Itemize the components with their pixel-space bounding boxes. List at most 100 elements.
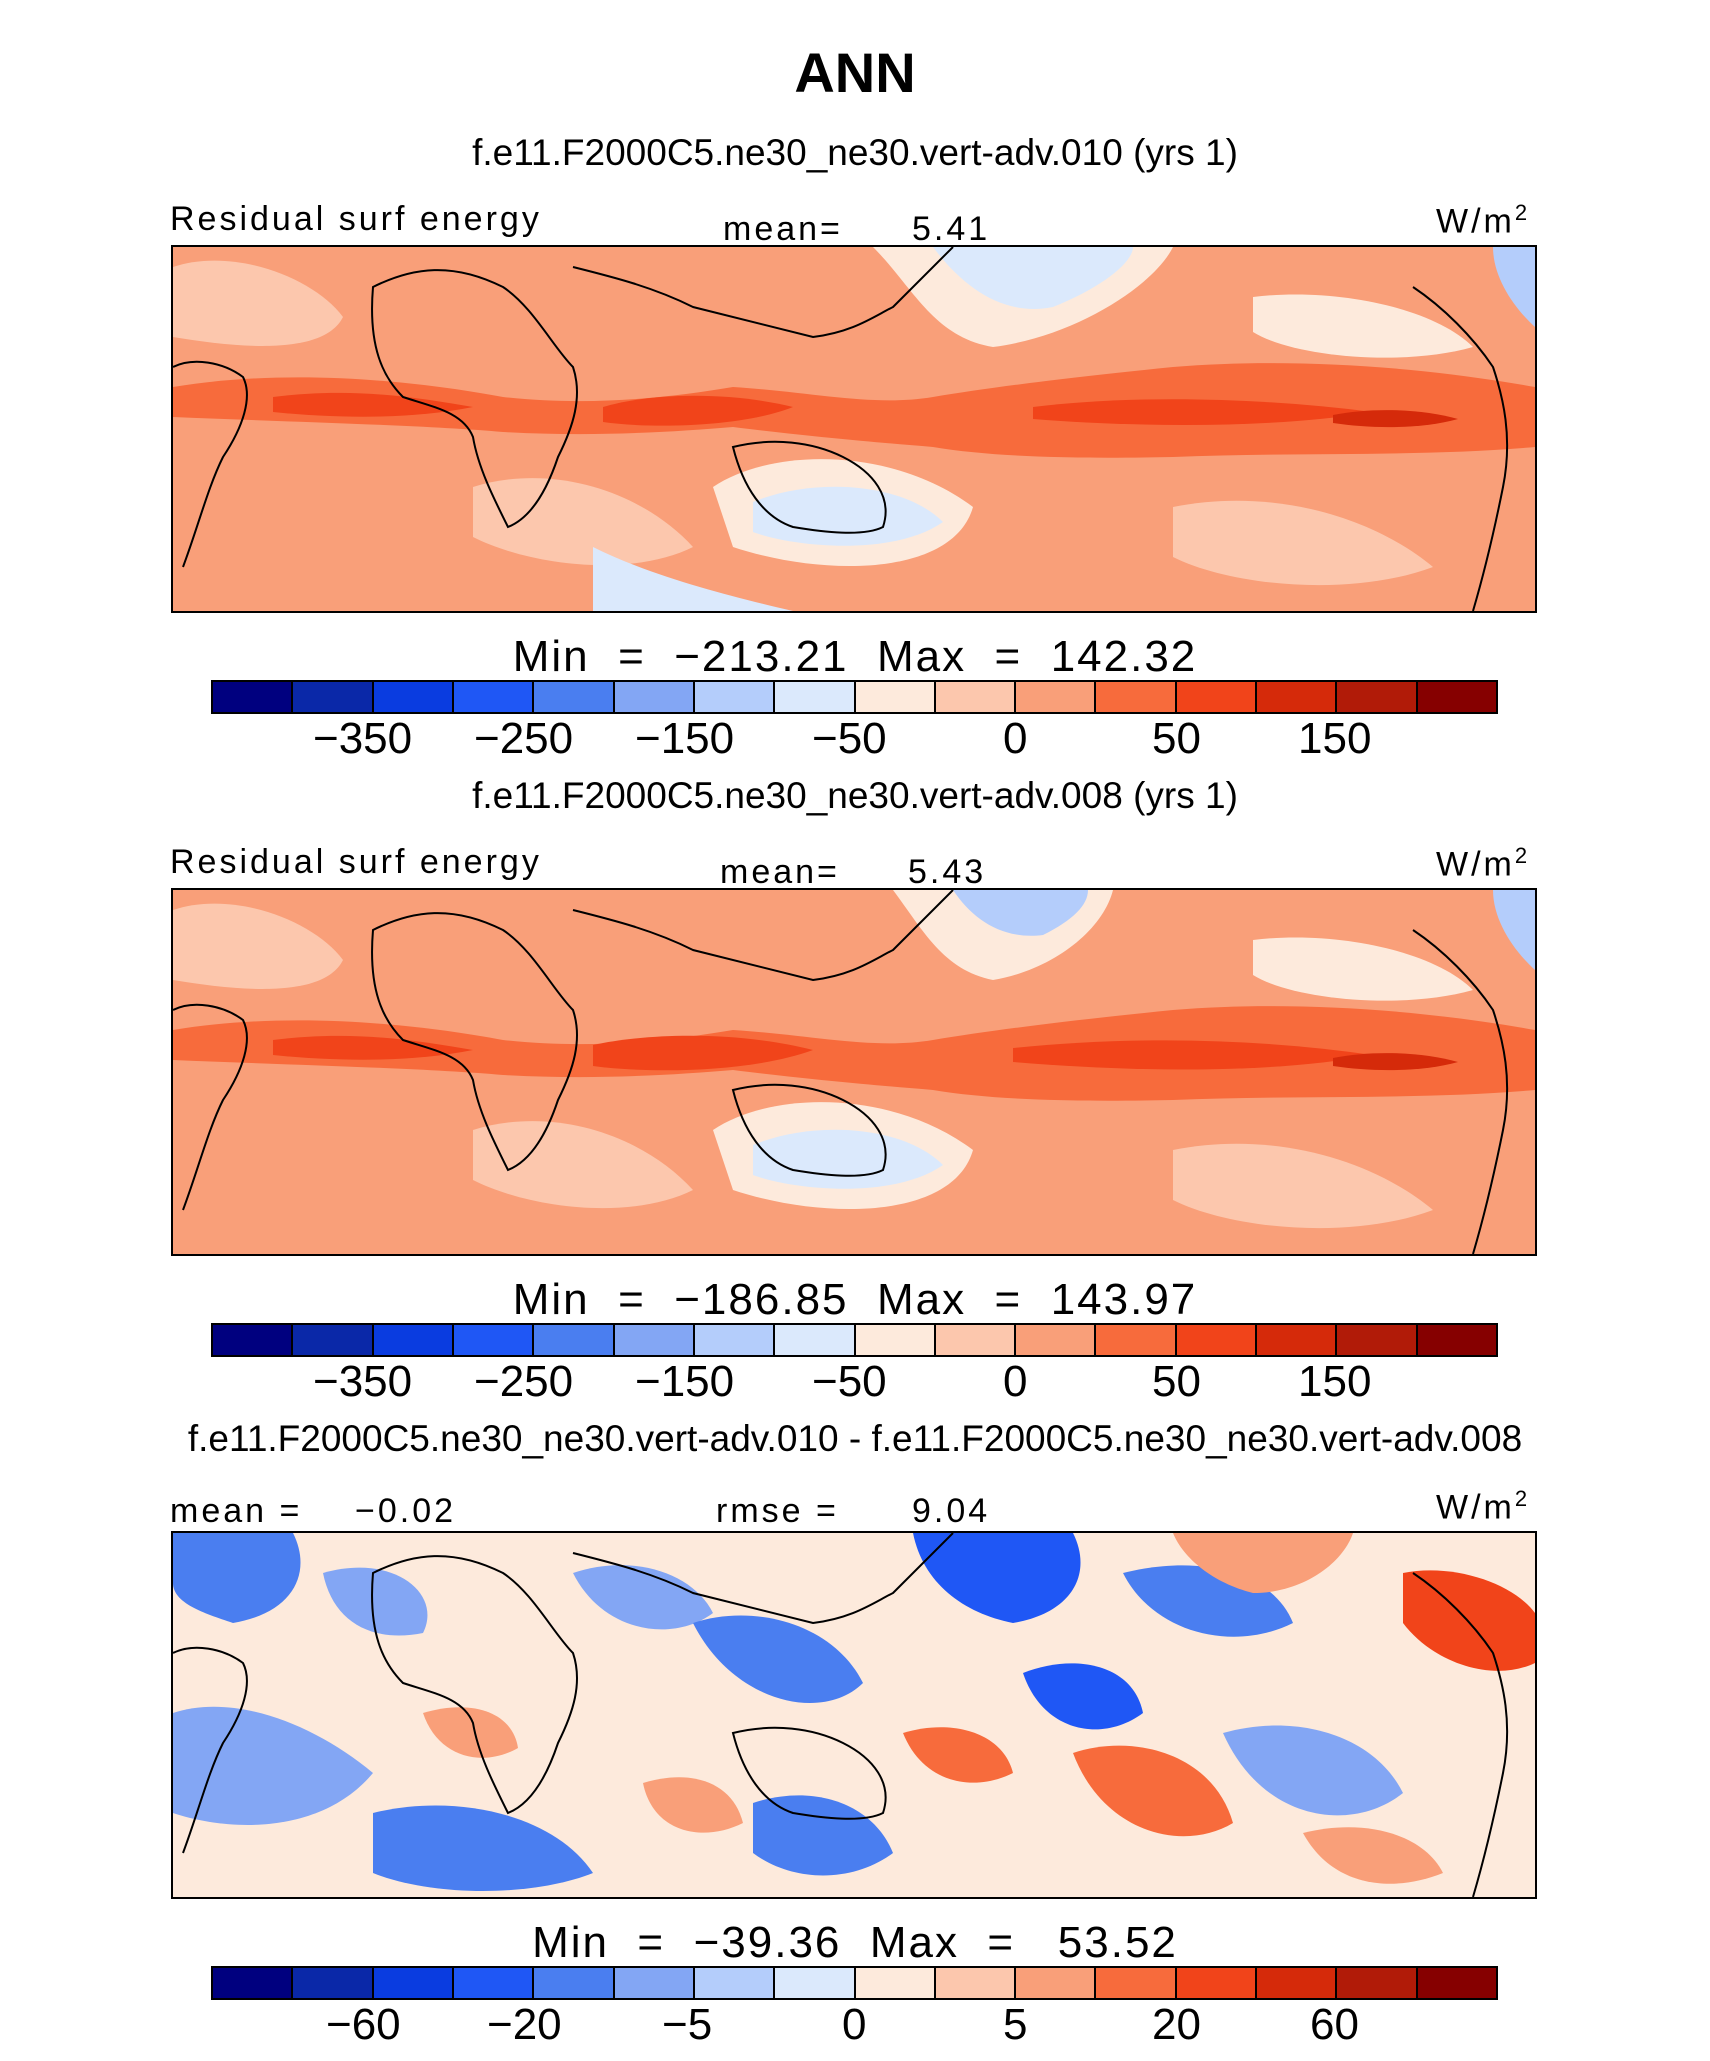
colorbar-swatch	[694, 682, 776, 712]
continent-eurasia	[572, 1533, 954, 1625]
field-patch	[473, 1121, 693, 1209]
colorbar-swatch	[213, 1968, 294, 1998]
colorbar-swatch	[1016, 1968, 1097, 1998]
field-patch-negative	[173, 1533, 301, 1623]
colorbar-swatch	[614, 1325, 695, 1355]
panel-3-tick-label: 60	[1310, 2000, 1359, 2049]
field-core	[1013, 1040, 1373, 1070]
continent-eurasia	[572, 247, 954, 339]
colorbar-swatch	[775, 682, 856, 712]
continent-africa	[371, 912, 579, 1172]
colorbar-swatch	[1417, 1968, 1496, 1998]
panel-1-units: W/m2	[1436, 200, 1531, 241]
colorbar-swatch	[1257, 1968, 1338, 1998]
continent-africa	[371, 1555, 579, 1815]
field-patch	[1253, 294, 1473, 358]
colorbar-swatch	[1417, 1325, 1496, 1355]
continent-australia	[731, 1726, 887, 1820]
colorbar-swatch	[1096, 1325, 1177, 1355]
field-core	[1033, 399, 1373, 425]
colorbar-swatch	[373, 682, 454, 712]
continent-south-america	[173, 1003, 248, 1211]
field-core	[603, 395, 793, 426]
panel-3-rmse-label: rmse =	[716, 1492, 839, 1530]
colorbar-swatch	[453, 682, 535, 712]
colorbar-swatch	[855, 1325, 936, 1355]
panel-1-mean-value: 5.41	[912, 210, 991, 248]
field-patch	[1173, 500, 1433, 586]
panel-3-mean-value: −0.02	[355, 1492, 457, 1530]
panel-1-tick-label: −350	[313, 714, 413, 763]
field-patch	[173, 903, 343, 989]
field-patch	[933, 247, 1133, 309]
colorbar-swatch	[614, 682, 695, 712]
panel-2-tick-label: −150	[635, 1357, 735, 1406]
panel-2-units: W/m2	[1436, 843, 1531, 884]
field-patch	[1493, 890, 1535, 970]
continent-americas	[1412, 286, 1509, 611]
colorbar-swatch	[1016, 682, 1097, 712]
continent-south-america	[173, 360, 248, 568]
panel-2-map-svg	[173, 890, 1535, 1254]
panel-2-mean-value: 5.43	[908, 853, 987, 891]
colorbar-swatch	[1337, 1325, 1418, 1355]
colorbar-swatch	[935, 1968, 1017, 1998]
panel-1-tick-label: −250	[474, 714, 574, 763]
colorbar-swatch	[614, 1968, 695, 1998]
panel-3-tick-label: 0	[842, 2000, 867, 2049]
main-title: ANN	[794, 41, 916, 104]
colorbar-swatch	[534, 1325, 615, 1355]
field-patch-negative	[373, 1805, 593, 1891]
continent-americas	[1412, 1572, 1509, 1897]
panel-3-tick-label: 20	[1152, 2000, 1201, 2049]
panel-3-tick-label: −60	[326, 2000, 401, 2049]
panel-1-mean-label: mean=	[723, 210, 843, 248]
field-patch	[1493, 247, 1535, 327]
panel-2-tick-label: −50	[812, 1357, 887, 1406]
panel-1-map	[171, 245, 1537, 613]
panel-2-colorbar	[211, 1323, 1498, 1357]
panel-2-variable-label: Residual surf energy	[170, 843, 542, 881]
colorbar-swatch	[453, 1325, 535, 1355]
field-patch-negative	[1023, 1663, 1143, 1730]
colorbar-swatch	[373, 1325, 454, 1355]
colorbar-swatch	[1257, 682, 1338, 712]
continent-australia	[731, 1083, 887, 1177]
field-band	[173, 363, 1535, 458]
panel-3-tick-label: −5	[662, 2000, 713, 2049]
panel-1-tick-label: 50	[1152, 714, 1201, 763]
colorbar-swatch	[213, 1325, 294, 1355]
panel-1-tick-label: 150	[1298, 714, 1372, 763]
panel-1-tick-label: −150	[635, 714, 735, 763]
colorbar-swatch	[855, 682, 936, 712]
colorbar-swatch	[694, 1968, 776, 1998]
colorbar-swatch	[775, 1968, 856, 1998]
panel-3-minmax: Min = −39.36 Max = 53.52	[532, 1918, 1178, 1967]
colorbar-swatch	[1176, 682, 1258, 712]
colorbar-swatch	[935, 1325, 1017, 1355]
colorbar-swatch	[935, 682, 1017, 712]
panel-2-tick-label: −350	[313, 1357, 413, 1406]
panel-3-tick-label: 5	[1003, 2000, 1028, 2049]
colorbar-swatch	[373, 1968, 454, 1998]
continent-americas	[1412, 929, 1509, 1254]
continent-south-america	[173, 1646, 248, 1854]
field-core	[1333, 410, 1458, 428]
panel-3-rmse-value: 9.04	[912, 1492, 991, 1530]
panel-3-units: W/m2	[1436, 1486, 1531, 1527]
colorbar-swatch	[775, 1325, 856, 1355]
continent-eurasia	[572, 890, 954, 982]
colorbar-swatch	[213, 682, 294, 712]
colorbar-swatch	[694, 1325, 776, 1355]
field-patch-negative	[1223, 1725, 1403, 1816]
colorbar-swatch	[534, 682, 615, 712]
field-patch	[953, 890, 1088, 936]
panel-3-map-svg	[173, 1533, 1535, 1897]
panel-3-mean-label: mean =	[170, 1492, 303, 1530]
field-patch	[593, 547, 793, 611]
field-patch	[1253, 937, 1473, 1001]
field-band	[173, 1006, 1535, 1101]
panel-1-minmax: Min = −213.21 Max = 142.32	[512, 632, 1198, 681]
panel-1-map-svg	[173, 247, 1535, 611]
panel-2-tick-label: 50	[1152, 1357, 1201, 1406]
